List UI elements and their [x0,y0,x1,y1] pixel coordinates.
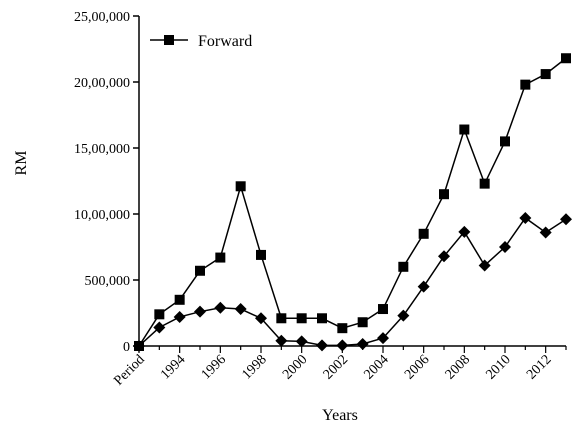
data-point-diamond [499,241,511,253]
data-point-square [256,249,266,260]
x-tick-label: 2000 [280,352,310,382]
x-axis-title: Years [322,407,358,424]
data-point-square [317,313,327,324]
data-point-diamond [153,321,166,334]
x-tick-label: 1996 [199,352,229,382]
data-point-square [418,228,429,239]
data-point-diamond [539,226,552,239]
data-point-diamond [133,340,145,352]
series-line [138,57,567,347]
data-point-square [439,189,449,200]
x-tick-label: 2010 [483,352,513,382]
data-point-diamond [519,211,532,224]
data-point-diamond [316,339,328,352]
y-tick-label: 10,00,000 [74,208,130,223]
data-point-square [357,317,368,328]
data-point-square [378,304,388,315]
y-tick-label: 25,00,000 [74,10,130,25]
data-point-square [398,261,409,272]
data-point-diamond [234,303,247,316]
y-tick-label: 500,000 [85,274,131,289]
series-line [138,216,567,347]
y-tick-label: 0 [123,340,130,355]
data-point-square [500,136,510,147]
x-tick-label: Period [111,352,147,388]
data-point-square [459,124,470,135]
series-unnamed [133,211,572,352]
series-forward [134,53,571,351]
data-point-diamond [173,310,186,323]
legend-label: Forward [198,33,252,50]
series-layer [133,53,572,352]
data-point-diamond [438,250,450,263]
data-point-diamond [214,301,227,314]
data-point-square [215,252,226,263]
data-point-square [154,309,165,320]
x-tick-label: 2004 [361,352,391,382]
data-point-diamond [458,225,471,238]
data-point-diamond [560,213,572,226]
data-point-diamond [295,335,308,348]
x-tick-label: 2006 [402,352,432,382]
data-point-square [235,181,246,192]
data-point-square [174,294,185,305]
x-tick-label: 2002 [321,352,351,382]
y-tick-label: 15,00,000 [74,142,130,157]
axes [138,16,566,347]
data-point-diamond [417,280,430,293]
x-tick-label: 2008 [443,352,473,382]
data-point-square [276,313,287,324]
data-point-diamond [356,338,369,351]
legend-marker-square [164,35,174,45]
x-axis-ticks: Period 1994 1996 1998 2000 2002 2004 2006 2008 20… [111,346,567,389]
x-tick-label: 1994 [158,352,188,382]
data-point-square [479,178,490,189]
data-point-diamond [194,305,206,318]
legend: Forward [150,33,252,50]
data-point-diamond [275,334,288,347]
data-point-diamond [397,309,410,322]
y-tick-label: 20,00,000 [74,76,130,91]
data-point-diamond [377,332,389,345]
data-point-diamond [336,339,349,352]
data-point-diamond [255,312,267,325]
data-point-square [195,265,205,276]
x-tick-label: 2012 [524,352,554,382]
data-point-diamond [478,259,491,272]
y-axis-title: RM [13,151,30,176]
data-point-square [337,323,348,334]
data-point-square [540,69,551,80]
data-point-square [520,79,531,90]
data-point-square [296,313,307,324]
y-axis-ticks: 0 500,000 10,00,000 15,00,000 20,00,000 25,00… [74,10,139,355]
x-tick-label: 1998 [239,352,269,382]
data-point-square [561,53,571,64]
